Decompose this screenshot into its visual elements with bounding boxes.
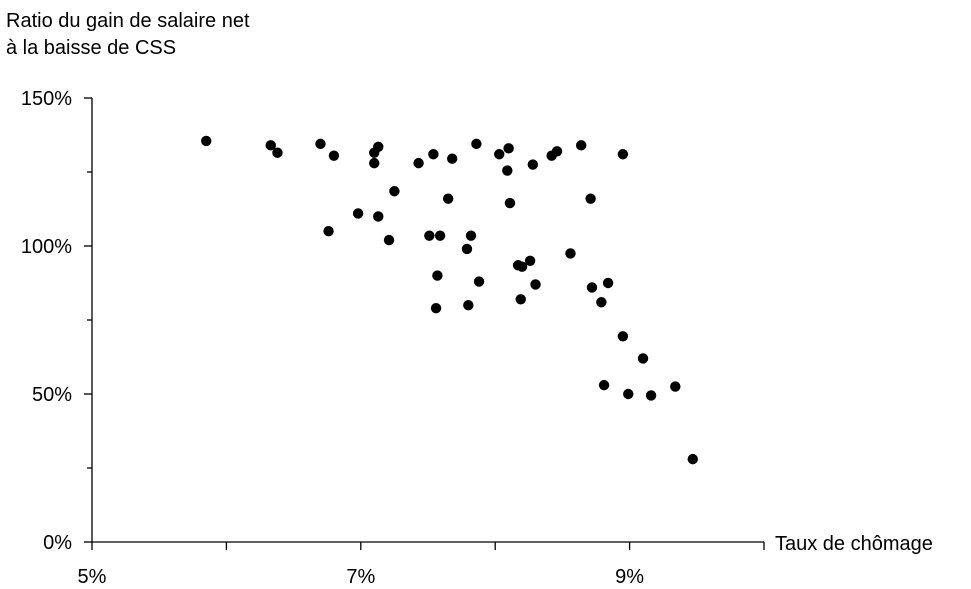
data-point bbox=[373, 141, 384, 153]
x-axis-title: Taux de chômage bbox=[775, 533, 933, 555]
y-tick-label: 50% bbox=[32, 384, 72, 406]
data-point bbox=[504, 197, 516, 209]
data-point bbox=[315, 138, 326, 150]
data-point bbox=[502, 165, 513, 176]
data-points bbox=[201, 135, 698, 465]
data-point bbox=[623, 388, 634, 400]
data-point bbox=[637, 353, 649, 364]
data-point bbox=[598, 379, 610, 391]
data-point bbox=[463, 300, 474, 311]
data-point bbox=[201, 135, 212, 147]
data-point bbox=[369, 157, 380, 169]
y-tick-label: 0% bbox=[43, 532, 72, 554]
data-point bbox=[670, 381, 681, 392]
x-tick-label: 7% bbox=[346, 566, 375, 588]
y-axis-title-line-2: à la baisse de CSS bbox=[6, 37, 176, 59]
x-tick-label: 9% bbox=[615, 566, 644, 588]
data-point bbox=[413, 157, 424, 169]
data-point bbox=[585, 193, 596, 204]
data-point bbox=[586, 282, 598, 293]
y-tick-label: 100% bbox=[21, 236, 72, 258]
axis-ticks bbox=[84, 97, 765, 550]
data-point bbox=[272, 147, 283, 158]
data-point bbox=[617, 331, 629, 342]
data-point bbox=[551, 146, 563, 157]
data-point bbox=[424, 230, 435, 241]
data-point bbox=[434, 230, 446, 241]
data-point bbox=[527, 159, 539, 170]
data-point bbox=[516, 261, 528, 272]
data-point bbox=[373, 211, 384, 222]
data-point bbox=[617, 149, 629, 160]
y-axis-title-line-1: Ratio du gain de salaire net bbox=[6, 10, 250, 32]
data-point bbox=[432, 270, 443, 281]
data-point bbox=[446, 153, 458, 164]
data-point bbox=[265, 140, 276, 151]
data-point bbox=[471, 138, 482, 150]
data-point bbox=[515, 294, 526, 305]
data-point bbox=[430, 302, 442, 314]
data-point bbox=[602, 277, 614, 289]
data-point bbox=[352, 208, 364, 219]
data-point bbox=[687, 453, 698, 465]
data-point bbox=[328, 150, 340, 161]
data-point bbox=[461, 243, 473, 255]
data-point bbox=[323, 226, 334, 237]
data-point bbox=[503, 143, 514, 154]
axis-tick-labels: 5% 7% 9% 0% 50% 100% 150% bbox=[21, 88, 644, 588]
data-point bbox=[524, 255, 536, 266]
x-tick-label: 5% bbox=[78, 566, 107, 588]
data-point bbox=[428, 149, 439, 160]
data-point bbox=[389, 186, 400, 197]
data-point bbox=[530, 279, 541, 290]
data-point bbox=[465, 230, 477, 241]
data-point bbox=[494, 149, 505, 160]
data-point bbox=[565, 248, 576, 259]
data-point bbox=[596, 297, 607, 308]
data-point bbox=[645, 390, 657, 401]
data-point bbox=[383, 234, 395, 246]
data-point bbox=[473, 276, 485, 287]
y-tick-label: 150% bbox=[21, 88, 72, 110]
data-point bbox=[442, 193, 454, 204]
data-point bbox=[576, 140, 587, 151]
